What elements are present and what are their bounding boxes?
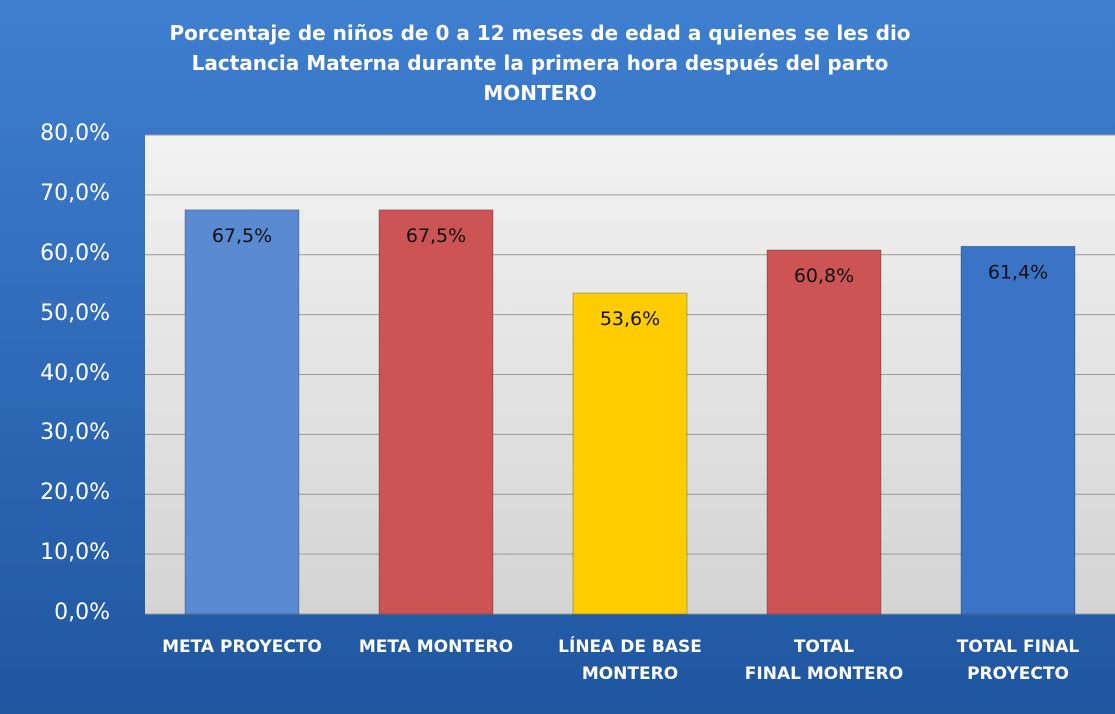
x-tick-label: TOTAL FINAL PROYECTO — [956, 637, 1080, 684]
data-label: 60,8% — [794, 265, 854, 287]
x-tick-label: TOTAL FINAL MONTERO — [744, 637, 904, 684]
bar — [184, 209, 300, 615]
chart-title: Porcentaje de niños de 0 a 12 meses de e… — [169, 21, 911, 105]
y-tick-label: 10,0% — [40, 540, 110, 566]
bar — [960, 245, 1076, 615]
data-label: 53,6% — [600, 308, 660, 330]
bar — [766, 249, 882, 615]
y-tick-label: 30,0% — [40, 420, 110, 446]
y-tick-label: 50,0% — [40, 300, 110, 326]
bar — [572, 292, 688, 615]
y-tick-label: 20,0% — [40, 480, 110, 506]
bar — [378, 209, 494, 615]
y-tick-label: 60,0% — [40, 240, 110, 266]
x-tick-label: META PROYECTO — [162, 637, 322, 657]
x-tick-label: LÍNEA DE BASE MONTERO — [558, 637, 702, 684]
y-tick-label: 0,0% — [54, 600, 110, 625]
y-tick-label: 70,0% — [40, 180, 110, 206]
y-tick-label: 80,0% — [40, 121, 110, 146]
y-tick-label: 40,0% — [40, 360, 110, 386]
x-tick-label: META MONTERO — [358, 637, 514, 657]
data-label: 67,5% — [406, 225, 466, 247]
data-label: 67,5% — [212, 225, 272, 247]
data-label: 61,4% — [988, 261, 1048, 283]
